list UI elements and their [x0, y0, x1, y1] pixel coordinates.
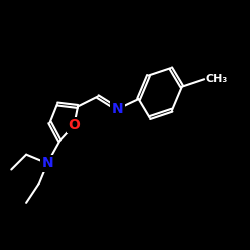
Text: N: N — [41, 156, 53, 170]
Text: N: N — [112, 102, 124, 116]
Text: CH₃: CH₃ — [205, 74, 228, 84]
Text: O: O — [68, 118, 80, 132]
